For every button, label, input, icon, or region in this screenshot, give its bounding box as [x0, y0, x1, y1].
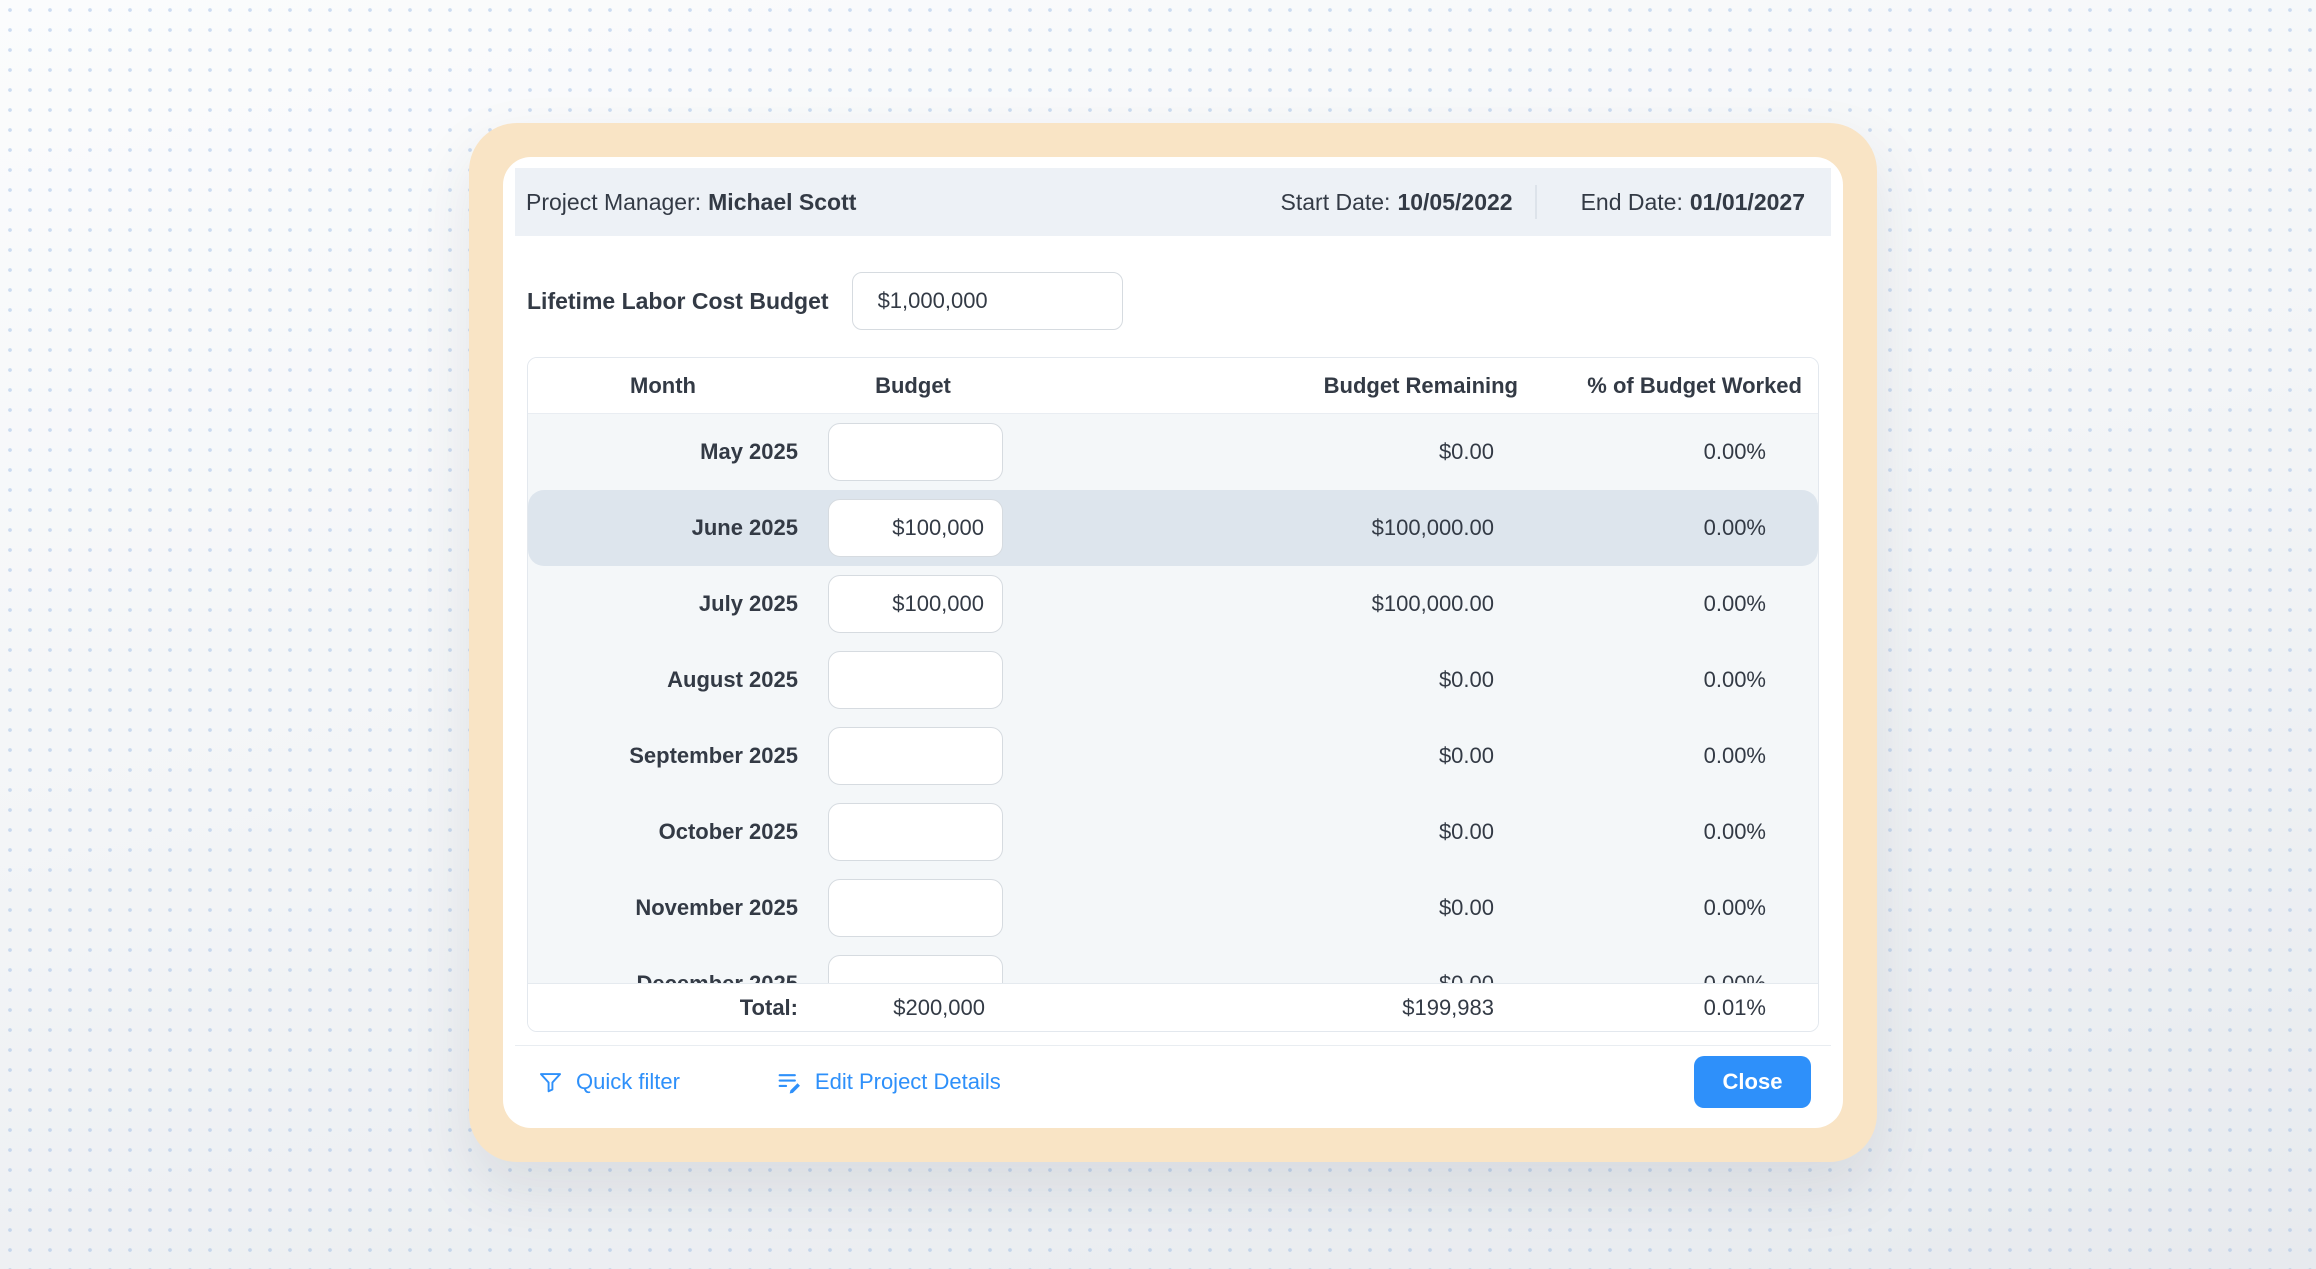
edit-project-details-button[interactable]: Edit Project Details [775, 1068, 1001, 1096]
pct-worked-cell: 0.00% [1703, 895, 1766, 920]
budget-table: Month Budget Budget Remaining % of Budge… [527, 357, 1819, 1032]
column-header-pct-worked: % of Budget Worked [1587, 372, 1802, 398]
lifetime-budget-input[interactable] [851, 272, 1123, 330]
month-cell: October 2025 [658, 819, 798, 844]
quick-filter-label: Quick filter [576, 1069, 680, 1094]
total-budget-value: $200,000 [893, 994, 985, 1020]
pct-worked-cell: 0.00% [1703, 515, 1766, 540]
month-budget-input[interactable] [828, 879, 1003, 937]
month-budget-input[interactable] [828, 955, 1003, 983]
month-budget-input[interactable] [828, 651, 1003, 709]
month-cell: December 2025 [528, 971, 798, 983]
lifetime-budget-label: Lifetime Labor Cost Budget [527, 287, 829, 314]
start-date-label: Start Date: [1280, 188, 1391, 215]
filter-funnel-icon [537, 1069, 564, 1096]
total-pct-value: 0.01% [1703, 994, 1766, 1020]
footer-links: Quick filter Edit Project Details [537, 1068, 1001, 1096]
table-row: October 2025 $0.00 0.00% [528, 794, 1818, 870]
month-budget-input[interactable] [828, 423, 1003, 481]
month-cell: May 2025 [700, 439, 798, 464]
budget-remaining-cell: $0.00 [1438, 667, 1494, 692]
edit-project-details-label: Edit Project Details [814, 1069, 1001, 1094]
project-manager-section: Project Manager: Michael Scott [526, 189, 1281, 216]
start-date: Start Date: 10/05/2022 [1281, 189, 1513, 216]
end-date: End Date: 01/01/2027 [1581, 189, 1805, 216]
budget-modal: Project Manager: Michael Scott Start Dat… [469, 123, 1877, 1162]
start-date-value: 10/05/2022 [1397, 188, 1513, 215]
month-budget-input[interactable] [828, 499, 1003, 557]
table-row: December 2025 $0.00 0.00% [528, 946, 1818, 983]
month-budget-input[interactable] [828, 803, 1003, 861]
date-group: Start Date: 10/05/2022 End Date: 01/01/2… [1281, 185, 1817, 219]
header-divider [1534, 185, 1537, 219]
budget-remaining-cell: $100,000.00 [1371, 591, 1494, 616]
month-budget-input[interactable] [828, 575, 1003, 633]
pct-worked-cell: 0.00% [1518, 971, 1818, 983]
budget-remaining-cell: $0.00 [1438, 439, 1494, 464]
modal-header: Project Manager: Michael Scott Start Dat… [515, 168, 1831, 236]
table-row: November 2025 $0.00 0.00% [528, 870, 1818, 946]
pct-worked-cell: 0.00% [1703, 667, 1766, 692]
table-row: June 2025 $100,000.00 0.00% [528, 490, 1818, 566]
table-row: August 2025 $0.00 0.00% [528, 642, 1818, 718]
column-header-budget: Budget [875, 372, 951, 398]
modal-panel: Project Manager: Michael Scott Start Dat… [503, 157, 1843, 1128]
column-header-month: Month [630, 372, 696, 398]
month-cell: November 2025 [635, 895, 798, 920]
budget-remaining-cell: $0.00 [1438, 743, 1494, 768]
edit-note-icon [775, 1068, 803, 1096]
table-body: May 2025 $0.00 0.00% June 2025 $100,000.… [528, 414, 1818, 983]
month-cell: June 2025 [691, 515, 798, 540]
table-row: September 2025 $0.00 0.00% [528, 718, 1818, 794]
month-cell: August 2025 [667, 667, 798, 692]
month-cell: September 2025 [629, 743, 798, 768]
budget-remaining-cell: $0.00 [1028, 971, 1518, 983]
column-header-budget-remaining: Budget Remaining [1323, 372, 1518, 398]
table-header-row: Month Budget Budget Remaining % of Budge… [528, 358, 1818, 414]
budget-remaining-cell: $0.00 [1438, 895, 1494, 920]
budget-remaining-cell: $0.00 [1438, 819, 1494, 844]
pct-worked-cell: 0.00% [1703, 439, 1766, 464]
table-total-row: Total: $200,000 $199,983 0.01% [528, 983, 1818, 1031]
pct-worked-cell: 0.00% [1703, 591, 1766, 616]
end-date-value: 01/01/2027 [1689, 188, 1805, 215]
lifetime-budget-row: Lifetime Labor Cost Budget [527, 272, 1819, 330]
pct-worked-cell: 0.00% [1703, 819, 1766, 844]
end-date-label: End Date: [1580, 188, 1683, 215]
month-cell: July 2025 [698, 591, 798, 616]
total-remaining-value: $199,983 [1402, 994, 1494, 1020]
budget-remaining-cell: $100,000.00 [1371, 515, 1494, 540]
table-row: May 2025 $0.00 0.00% [528, 414, 1818, 490]
table-row: July 2025 $100,000.00 0.00% [528, 566, 1818, 642]
project-manager-name: Michael Scott [708, 188, 857, 215]
total-label: Total: [739, 994, 798, 1020]
month-budget-input[interactable] [828, 727, 1003, 785]
modal-footer: Quick filter Edit Project Details [515, 1045, 1831, 1118]
close-button[interactable]: Close [1694, 1056, 1811, 1108]
pct-worked-cell: 0.00% [1703, 743, 1766, 768]
quick-filter-button[interactable]: Quick filter [537, 1069, 680, 1096]
modal-content: Lifetime Labor Cost Budget Month Budget … [515, 272, 1831, 1032]
project-manager-label: Project Manager: [526, 188, 702, 215]
